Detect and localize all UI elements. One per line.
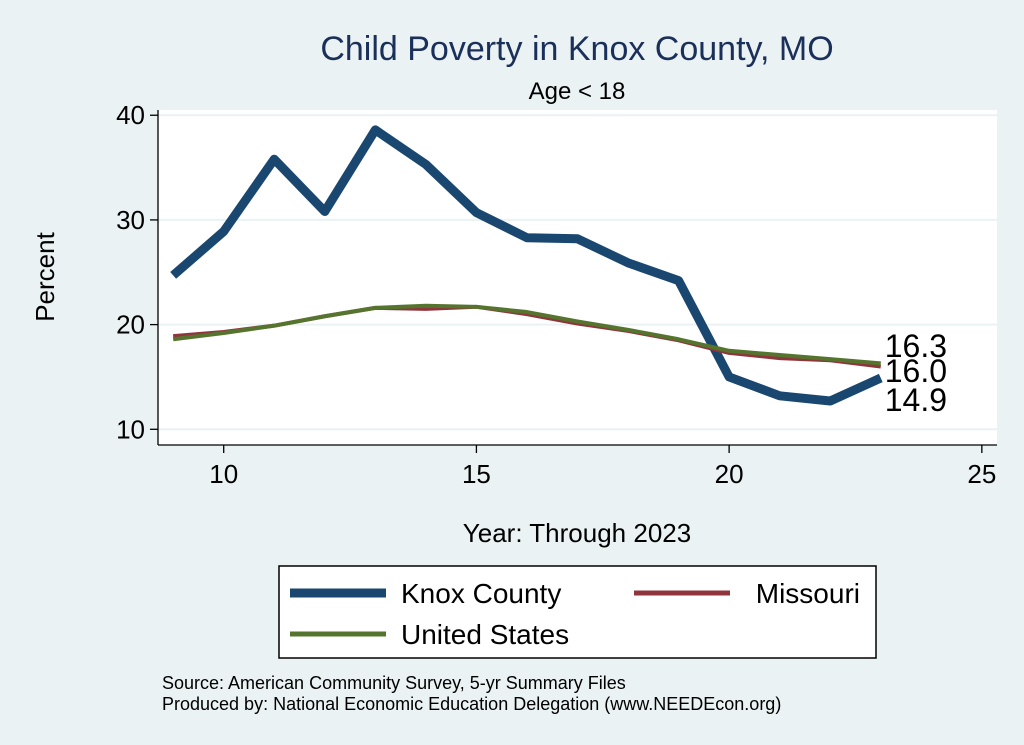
legend-box <box>278 565 877 659</box>
series-line-knox-county <box>170 125 883 406</box>
legend-label-knox-county: Knox County <box>401 578 561 609</box>
legend: Knox County Missouri United States <box>278 565 877 659</box>
x-tick-label: 25 <box>967 459 996 489</box>
x-tick-label: 20 <box>715 459 744 489</box>
legend-label-missouri: Missouri <box>756 578 860 609</box>
chart-subtitle: Age < 18 <box>529 78 626 105</box>
chart-title: Child Poverty in Knox County, MO <box>320 30 833 68</box>
x-axis-label: Year: Through 2023 <box>463 518 691 548</box>
y-axis-label: Percent <box>30 231 60 321</box>
source-note: Source: American Community Survey, 5-yr … <box>162 673 626 693</box>
gridlines <box>158 114 997 431</box>
producer-note: Produced by: National Economic Education… <box>162 694 781 714</box>
end-labels: 16.316.014.9 <box>885 328 947 418</box>
plot-area <box>158 110 997 445</box>
end-value-label: 16.3 <box>885 328 947 364</box>
end-value-label: 14.9 <box>885 382 947 418</box>
axes: 10 20 30 40 10 15 20 25 <box>116 100 997 489</box>
series-lines <box>170 125 883 406</box>
end-value-label: 16.0 <box>885 353 947 389</box>
plot-background <box>158 110 997 445</box>
x-tick-label: 15 <box>462 459 491 489</box>
y-tick-label: 30 <box>116 205 145 235</box>
y-tick-label: 20 <box>116 310 145 340</box>
x-tick-label: 10 <box>209 459 238 489</box>
y-tick-label: 10 <box>116 414 145 444</box>
legend-label-united-states: United States <box>401 619 569 650</box>
y-tick-label: 40 <box>116 100 145 130</box>
series-line-united-states <box>172 303 881 366</box>
